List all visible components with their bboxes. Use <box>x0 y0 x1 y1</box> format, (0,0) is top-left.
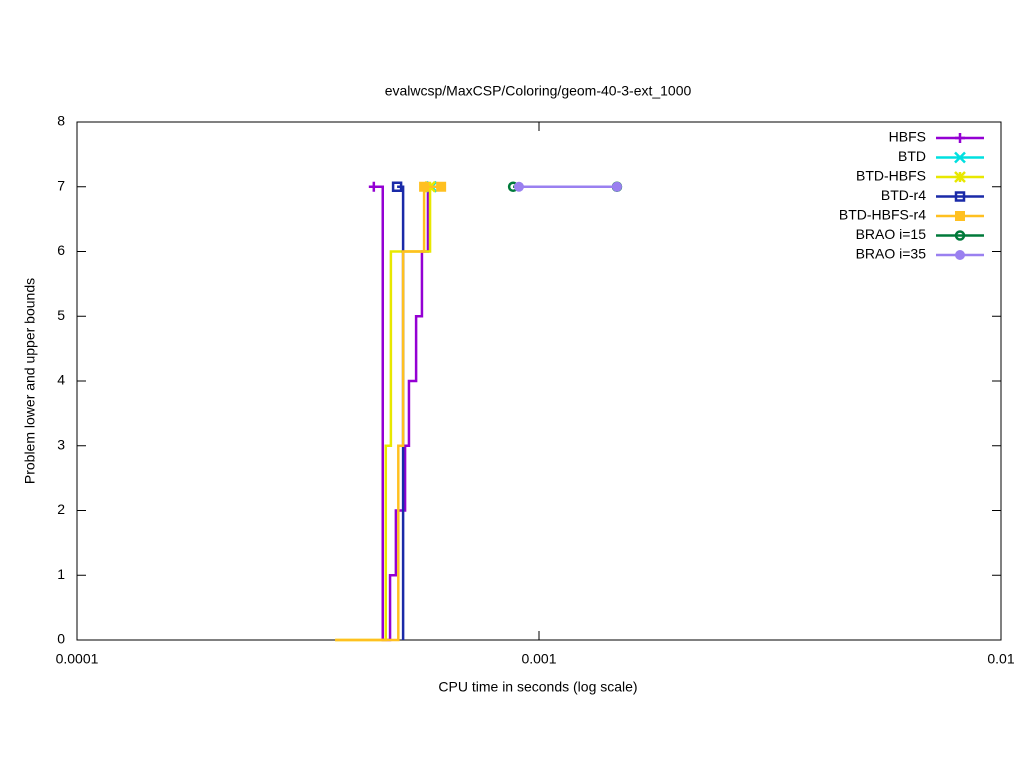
marker <box>513 181 524 192</box>
y-tick-label: 0 <box>57 631 65 647</box>
legend-item: BTD-r4 <box>881 187 984 203</box>
marker <box>391 181 403 192</box>
legend-item: BRAO i=15 <box>856 226 984 242</box>
y-tick-label: 1 <box>57 566 65 582</box>
chart-title: evalwcsp/MaxCSP/Coloring/geom-40-3-ext_1… <box>385 83 692 99</box>
y-tick-label: 8 <box>57 113 65 129</box>
legend-label: BRAO i=35 <box>856 246 927 262</box>
legend-label: BTD-r4 <box>881 187 926 203</box>
plot-border <box>76 121 1002 641</box>
y-tick-label: 3 <box>57 436 65 452</box>
marker <box>436 181 447 192</box>
series-line <box>397 185 405 640</box>
marker <box>419 181 430 192</box>
y-tick-label: 2 <box>57 501 65 517</box>
y-tick-label: 7 <box>57 177 65 193</box>
x-tick-label: 0.01 <box>987 651 1014 667</box>
marker <box>611 181 622 192</box>
legend-label: BTD-HBFS-r4 <box>839 207 926 223</box>
series-line <box>335 185 442 642</box>
legend-label: BTD-HBFS <box>856 168 926 184</box>
marker <box>954 171 966 183</box>
x-axis-label: CPU time in seconds (log scale) <box>438 679 637 695</box>
series-line <box>373 185 430 642</box>
marker <box>954 151 966 164</box>
marker <box>955 211 965 221</box>
marker <box>954 191 966 202</box>
legend-label: BTD <box>898 148 926 164</box>
legend-item: HBFS <box>889 129 984 145</box>
y-tick-label: 6 <box>57 242 65 258</box>
legend-item: BTD-HBFS <box>856 168 984 184</box>
series-line <box>335 186 432 642</box>
legend-item: BRAO i=35 <box>856 246 984 262</box>
marker <box>368 181 379 192</box>
legend-item: BTD <box>898 148 984 164</box>
marker <box>955 250 965 260</box>
x-tick-label: 0.0001 <box>56 651 99 667</box>
legend-label: BRAO i=15 <box>856 226 927 242</box>
y-tick-label: 5 <box>57 307 65 323</box>
x-tick-label: 0.001 <box>521 651 556 667</box>
marker <box>955 133 965 143</box>
legend-label: HBFS <box>889 129 926 145</box>
legend-item: BTD-HBFS-r4 <box>839 207 984 223</box>
y-tick-label: 4 <box>57 372 65 388</box>
y-axis-label: Problem lower and upper bounds <box>22 278 38 484</box>
marker <box>954 230 966 241</box>
